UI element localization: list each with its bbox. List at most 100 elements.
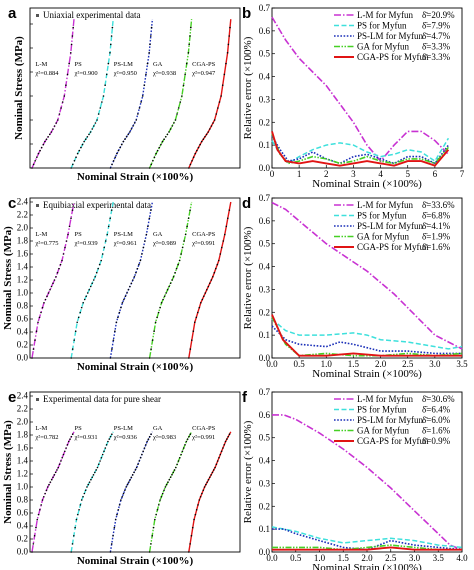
legend-delta: δ̄=3.3%: [422, 42, 451, 52]
experimental-point: [120, 143, 123, 146]
experimental-point: [105, 73, 108, 76]
x-tick-label: 3.0: [409, 553, 421, 563]
experimental-point: [117, 316, 119, 319]
error-series-ga: [272, 544, 462, 551]
experimental-point: [156, 316, 158, 319]
experimental-point: [54, 471, 57, 474]
experimental-point: [168, 478, 171, 481]
experimental-point: [65, 447, 67, 449]
y-tick-label: 0.7: [259, 387, 271, 397]
experimental-point: [218, 259, 220, 262]
experimental-point: [126, 483, 129, 486]
experimental-point: [93, 125, 95, 127]
experimental-point: [97, 113, 100, 115]
experimental-point: [128, 131, 131, 133]
experimental-point: [43, 495, 45, 498]
experimental-point: [146, 62, 149, 65]
error-series-l-m: [271, 16, 449, 163]
experimental-point: [148, 435, 151, 438]
experimental-point: [168, 131, 170, 133]
experimental-point: [44, 492, 46, 495]
experimental-point: [71, 35, 74, 37]
experimental-point: [159, 499, 161, 501]
model-chi-square: χ²=0.950: [114, 70, 137, 77]
experimental-point: [36, 156, 38, 158]
y-tick-label: 2.0: [17, 223, 29, 233]
experimental-point: [194, 152, 197, 155]
y-tick-label: 0.3: [259, 478, 271, 488]
experimental-point: [144, 240, 146, 242]
experimental-point: [56, 469, 58, 471]
experimental-point: [172, 275, 175, 278]
experimental-point: [95, 271, 98, 274]
experimental-point: [185, 62, 188, 65]
experimental-point: [224, 233, 226, 236]
experimental-point: [73, 534, 75, 537]
legend-marker: [36, 398, 39, 401]
experimental-point: [189, 209, 191, 211]
x-tick-label: 2.0: [361, 553, 373, 563]
experimental-point: [143, 84, 146, 86]
legend-delta: δ̄=3.3%: [422, 52, 451, 62]
experimental-point: [163, 489, 165, 492]
experimental-point: [173, 122, 175, 124]
experimental-point: [121, 301, 124, 304]
experimental-point: [112, 160, 115, 162]
experimental-point: [80, 306, 83, 309]
experimental-point: [71, 348, 74, 350]
experimental-point: [76, 321, 78, 324]
experimental-point: [111, 163, 113, 166]
experimental-point: [225, 62, 227, 65]
experimental-point: [177, 263, 179, 266]
experimental-point: [117, 508, 120, 511]
model-chi-square: χ²=0.991: [192, 434, 215, 441]
experimental-point: [131, 474, 134, 476]
experimental-point: [227, 43, 230, 46]
experimental-point: [210, 279, 213, 281]
experimental-point: [140, 101, 142, 103]
experimental-point: [67, 233, 69, 236]
experimental-point: [203, 486, 206, 488]
panel-letter: d: [242, 195, 251, 212]
experimental-point: [50, 285, 53, 288]
experimental-point: [99, 107, 102, 109]
experimental-point: [73, 339, 75, 341]
experimental-point: [219, 453, 222, 456]
experimental-point: [109, 167, 112, 169]
x-tick-label: 1.0: [321, 359, 333, 369]
experimental-point: [65, 240, 68, 242]
y-axis-label: Relative error (×100%): [242, 36, 254, 139]
experimental-point: [70, 435, 73, 438]
experimental-point: [138, 263, 140, 266]
experimental-point: [42, 143, 45, 146]
x-tick-label: 3.0: [429, 359, 441, 369]
error-series-ps-lm: [271, 135, 450, 165]
experimental-point: [189, 433, 192, 435]
experimental-point: [136, 267, 139, 270]
experimental-point: [189, 163, 192, 166]
experimental-point: [201, 298, 204, 301]
experimental-point: [141, 253, 143, 255]
experimental-point: [125, 136, 128, 138]
experimental-point: [192, 156, 195, 158]
legend-delta: δ̄=4.7%: [422, 31, 451, 41]
experimental-point: [206, 288, 208, 291]
y-tick-label: 0.4: [259, 456, 271, 466]
model-label: PS-LM: [114, 425, 133, 432]
experimental-point: [164, 136, 167, 138]
experimental-point: [138, 107, 141, 109]
experimental-point: [101, 253, 104, 255]
y-tick-label: 0.4: [259, 262, 271, 272]
experimental-point: [118, 504, 121, 506]
experimental-point: [158, 146, 161, 149]
experimental-point: [73, 160, 76, 162]
experimental-point: [142, 450, 145, 453]
experimental-point: [160, 143, 162, 146]
experimental-point: [47, 292, 50, 294]
experimental-point: [199, 495, 202, 498]
experimental-point: [90, 478, 92, 481]
experimental-point: [104, 84, 106, 86]
legend-delta: δ̄=20.9%: [422, 10, 455, 20]
experimental-point: [109, 357, 112, 359]
experimental-point: [50, 478, 53, 481]
